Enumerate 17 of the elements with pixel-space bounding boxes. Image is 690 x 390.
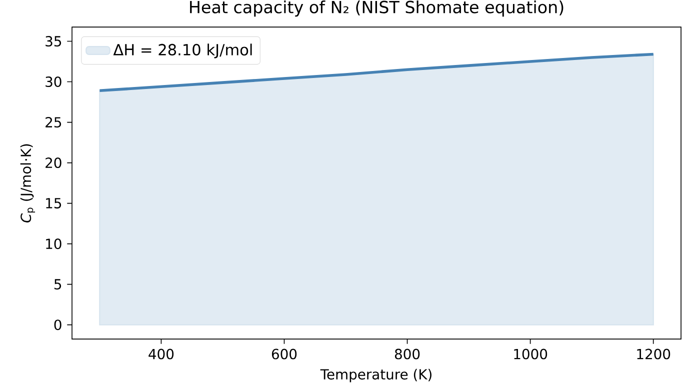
y-tick-label: 10 bbox=[46, 238, 62, 250]
y-tick-label: 30 bbox=[46, 76, 62, 88]
x-axis-title: Temperature (K) bbox=[320, 368, 432, 382]
y-tick-label: 20 bbox=[46, 158, 62, 168]
x-tick-label: 400 bbox=[148, 348, 174, 360]
x-tick-label: 600 bbox=[272, 348, 297, 360]
legend-label: ΔH = 28.10 kJ/mol bbox=[113, 44, 252, 58]
chart-title: Heat capacity of N₂ (NIST Shomate equation) bbox=[190, 0, 564, 17]
y-axis-title: C$_{p}$ (J/mol·K) bbox=[20, 144, 36, 222]
x-tick-label: 800 bbox=[394, 348, 420, 360]
y-tick-label: 0 bbox=[54, 320, 62, 330]
x-tick-label: 1000 bbox=[514, 348, 548, 360]
y-tick-label: 25 bbox=[46, 117, 62, 128]
y-tick-label: 15 bbox=[46, 198, 62, 208]
y-tick-label: 5 bbox=[54, 279, 62, 290]
x-tick-label: 1200 bbox=[637, 348, 670, 360]
y-tick-label: 35 bbox=[46, 36, 62, 47]
